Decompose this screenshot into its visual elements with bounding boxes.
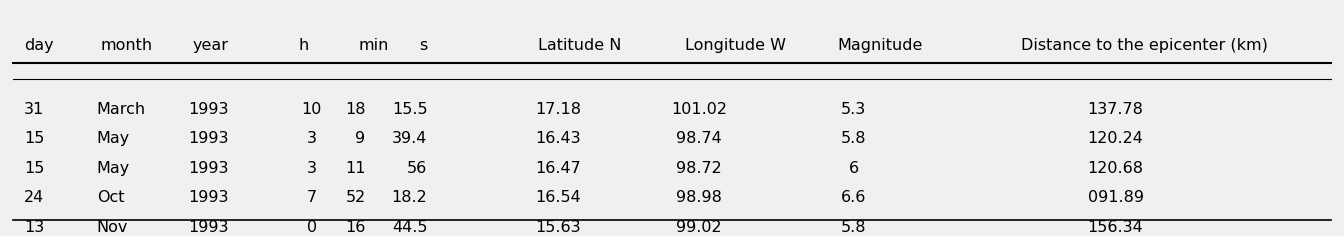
Text: 7: 7: [306, 190, 317, 205]
Text: March: March: [97, 102, 146, 117]
Text: min: min: [359, 38, 390, 54]
Text: 15.63: 15.63: [535, 220, 581, 235]
Text: 1993: 1993: [188, 220, 228, 235]
Text: 15: 15: [24, 161, 44, 176]
Text: 18: 18: [345, 102, 366, 117]
Text: 137.78: 137.78: [1087, 102, 1144, 117]
Text: May: May: [97, 161, 130, 176]
Text: 1993: 1993: [188, 102, 228, 117]
Text: h: h: [298, 38, 309, 54]
Text: 15: 15: [24, 131, 44, 146]
Text: 39.4: 39.4: [392, 131, 427, 146]
Text: 3: 3: [306, 131, 317, 146]
Text: 98.98: 98.98: [676, 190, 722, 205]
Text: 44.5: 44.5: [392, 220, 427, 235]
Text: 156.34: 156.34: [1087, 220, 1144, 235]
Text: 18.2: 18.2: [391, 190, 427, 205]
Text: 5.8: 5.8: [841, 220, 866, 235]
Text: 11: 11: [345, 161, 366, 176]
Text: 24: 24: [24, 190, 44, 205]
Text: 98.72: 98.72: [676, 161, 722, 176]
Text: 31: 31: [24, 102, 44, 117]
Text: 15.5: 15.5: [391, 102, 427, 117]
Text: May: May: [97, 131, 130, 146]
Text: 9: 9: [355, 131, 366, 146]
Text: 1993: 1993: [188, 131, 228, 146]
Text: s: s: [419, 38, 427, 54]
Text: Latitude N: Latitude N: [538, 38, 621, 54]
Text: 16.47: 16.47: [535, 161, 581, 176]
Text: 1993: 1993: [188, 190, 228, 205]
Text: 120.24: 120.24: [1087, 131, 1144, 146]
Text: 13: 13: [24, 220, 44, 235]
Text: Oct: Oct: [97, 190, 124, 205]
Text: 091.89: 091.89: [1087, 190, 1144, 205]
Text: 5.8: 5.8: [841, 131, 866, 146]
Text: 120.68: 120.68: [1087, 161, 1144, 176]
Text: year: year: [192, 38, 228, 54]
Text: day: day: [24, 38, 54, 54]
Text: 5.3: 5.3: [841, 102, 866, 117]
Text: 6.6: 6.6: [841, 190, 866, 205]
Text: month: month: [101, 38, 153, 54]
Text: 3: 3: [306, 161, 317, 176]
Text: 6: 6: [848, 161, 859, 176]
Text: 98.74: 98.74: [676, 131, 722, 146]
Text: 17.18: 17.18: [535, 102, 581, 117]
Text: Nov: Nov: [97, 220, 128, 235]
Text: 16.43: 16.43: [535, 131, 581, 146]
Text: 52: 52: [345, 190, 366, 205]
Text: Magnitude: Magnitude: [837, 38, 923, 54]
Text: 101.02: 101.02: [671, 102, 727, 117]
Text: 16: 16: [345, 220, 366, 235]
Text: Longitude W: Longitude W: [685, 38, 786, 54]
Text: 16.54: 16.54: [535, 190, 581, 205]
Text: 1993: 1993: [188, 161, 228, 176]
Text: Distance to the epicenter (km): Distance to the epicenter (km): [1021, 38, 1269, 54]
Text: 0: 0: [306, 220, 317, 235]
Text: 56: 56: [407, 161, 427, 176]
Text: 99.02: 99.02: [676, 220, 722, 235]
Text: 10: 10: [301, 102, 323, 117]
